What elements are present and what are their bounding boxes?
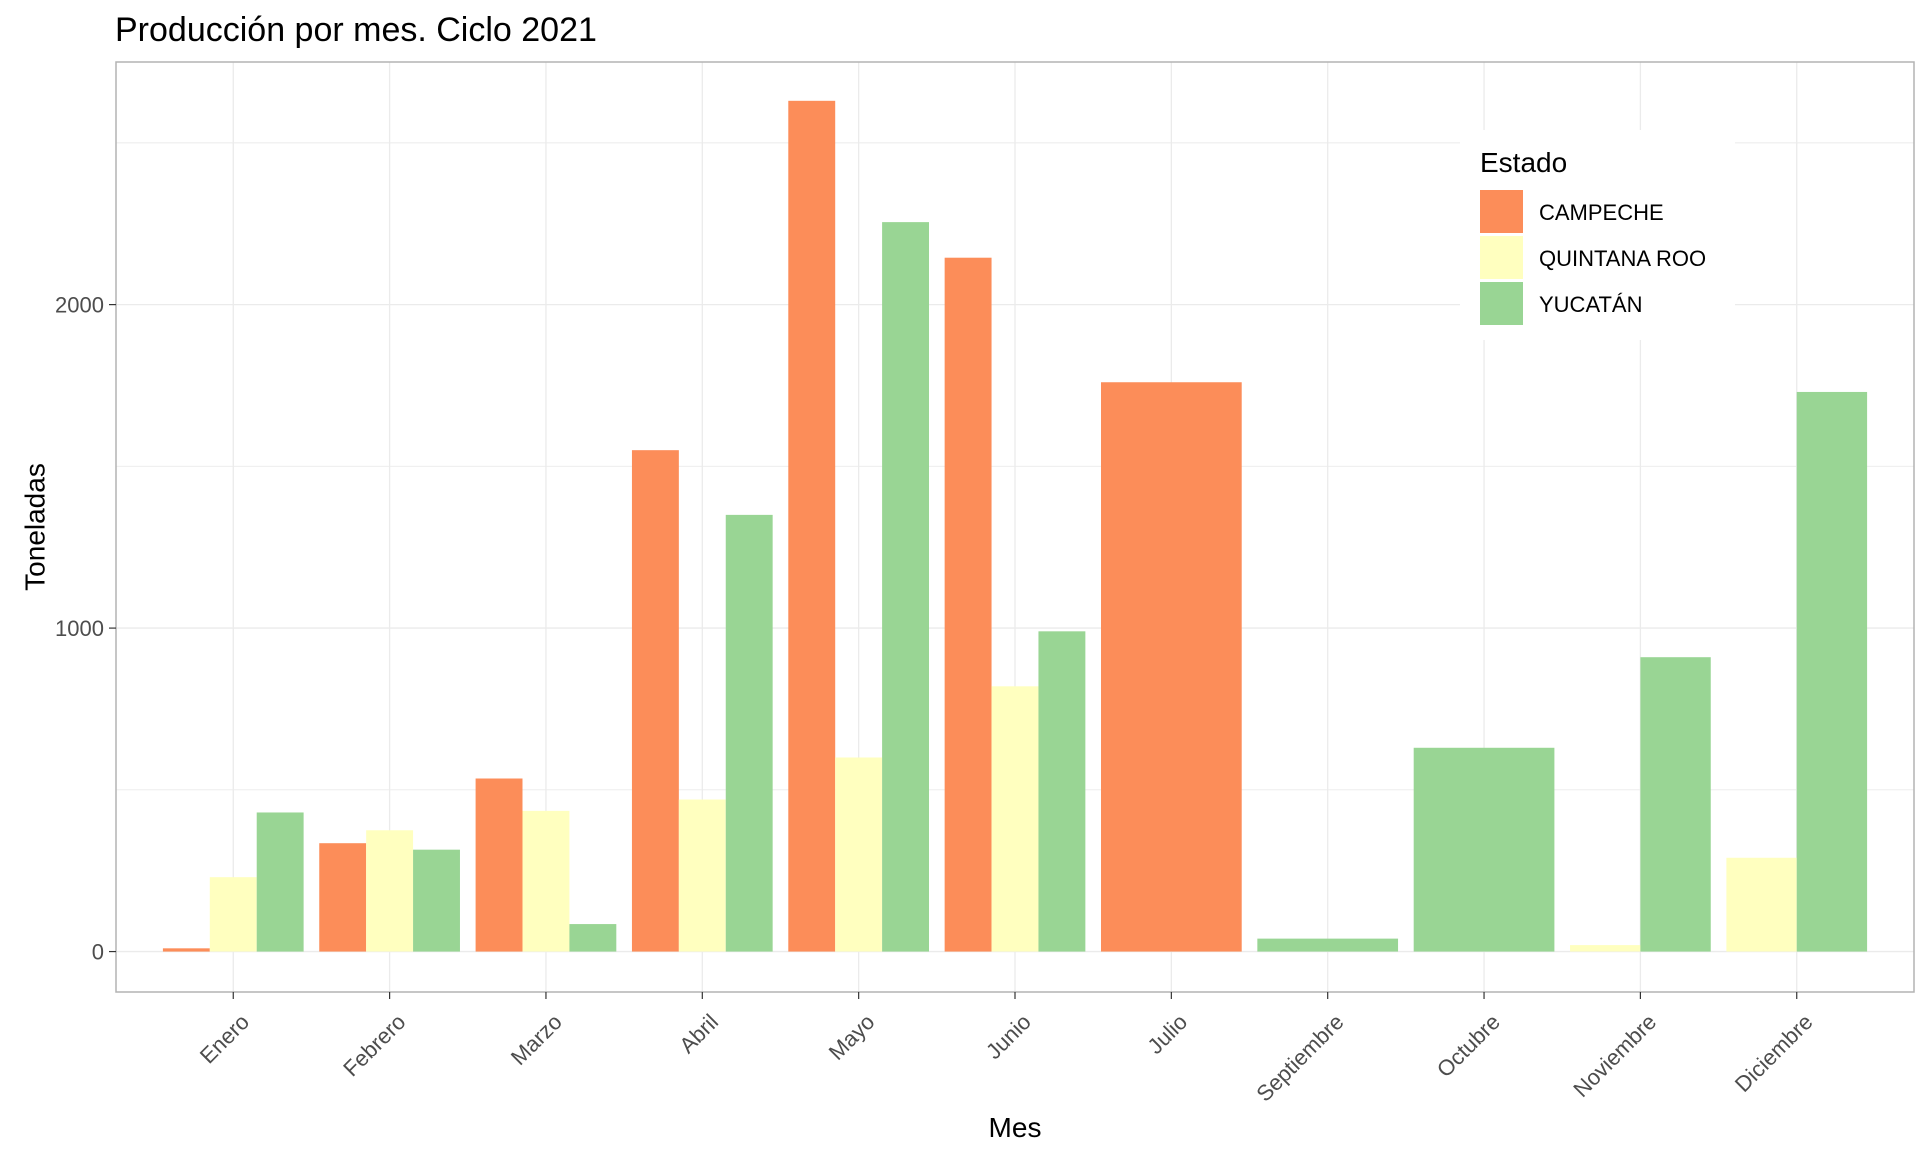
x-tick-label: Junio	[981, 1009, 1036, 1064]
x-tick-label: Septiembre	[1251, 1009, 1348, 1106]
bar-yucat-n-octubre	[1413, 747, 1555, 952]
x-tick-label: Julio	[1143, 1009, 1193, 1059]
legend-items: CAMPECHE QUINTANA ROO YUCATÁN	[1480, 190, 1706, 325]
x-axis: Enero Febrero Marzo Abril Mayo Junio Julio Sept…	[195, 992, 1818, 1106]
bars	[162, 100, 1868, 952]
bar-campeche-marzo	[475, 778, 523, 952]
legend-key-campeche	[1480, 190, 1523, 233]
bar-quintana-roo-enero	[209, 877, 257, 952]
bar-yucat-n-febrero	[413, 849, 460, 952]
y-tick-label: 0	[92, 940, 104, 965]
bar-campeche-julio	[1100, 382, 1242, 952]
bar-yucat-n-septiembre	[1257, 938, 1399, 952]
legend: Estado CAMPECHE QUINTANA ROO YUCATÁN	[1460, 130, 1735, 340]
bar-campeche-enero	[162, 948, 210, 952]
bar-campeche-junio	[944, 257, 992, 952]
bar-yucat-n-diciembre	[1796, 391, 1868, 952]
bar-quintana-roo-abril	[678, 799, 726, 952]
bar-campeche-abril	[631, 450, 679, 952]
bar-quintana-roo-junio	[991, 686, 1039, 952]
x-tick-label: Abril	[674, 1009, 723, 1058]
x-tick-label: Octubre	[1432, 1009, 1505, 1082]
bar-yucat-n-enero	[256, 812, 304, 952]
legend-key-quintana-roo	[1480, 236, 1523, 279]
legend-label-campeche: CAMPECHE	[1539, 200, 1664, 225]
x-tick-label: Marzo	[506, 1009, 567, 1070]
chart-title: Producción por mes. Ciclo 2021	[115, 11, 597, 49]
bar-quintana-roo-mayo	[835, 757, 883, 952]
x-tick-label: Enero	[195, 1009, 254, 1068]
bar-yucat-n-marzo	[569, 924, 617, 952]
legend-label-yucat-n: YUCATÁN	[1539, 292, 1643, 317]
y-tick-label: 1000	[55, 616, 104, 641]
x-tick-label: Febrero	[338, 1009, 410, 1081]
x-tick-label: Mayo	[824, 1009, 880, 1065]
bar-campeche-febrero	[319, 843, 367, 952]
y-axis-title: Toneladas	[19, 463, 50, 591]
bar-quintana-roo-noviembre	[1570, 945, 1641, 952]
y-tick-label: 2000	[55, 293, 104, 318]
bar-yucat-n-abril	[725, 514, 773, 952]
x-tick-label: Noviembre	[1568, 1009, 1661, 1102]
legend-title: Estado	[1480, 147, 1567, 178]
bar-quintana-roo-marzo	[522, 810, 570, 952]
legend-key-yucat-n	[1480, 282, 1523, 325]
bar-yucat-n-junio	[1038, 631, 1086, 952]
bar-yucat-n-noviembre	[1640, 657, 1711, 952]
legend-label-quintana-roo: QUINTANA ROO	[1539, 246, 1706, 271]
bar-quintana-roo-febrero	[366, 830, 414, 952]
bar-quintana-roo-diciembre	[1726, 857, 1797, 952]
x-axis-title: Mes	[989, 1112, 1042, 1143]
bar-campeche-mayo	[788, 100, 836, 952]
x-tick-label: Diciembre	[1730, 1009, 1818, 1097]
bar-yucat-n-mayo	[882, 222, 930, 952]
y-axis: 0 1000 2000	[55, 293, 116, 965]
